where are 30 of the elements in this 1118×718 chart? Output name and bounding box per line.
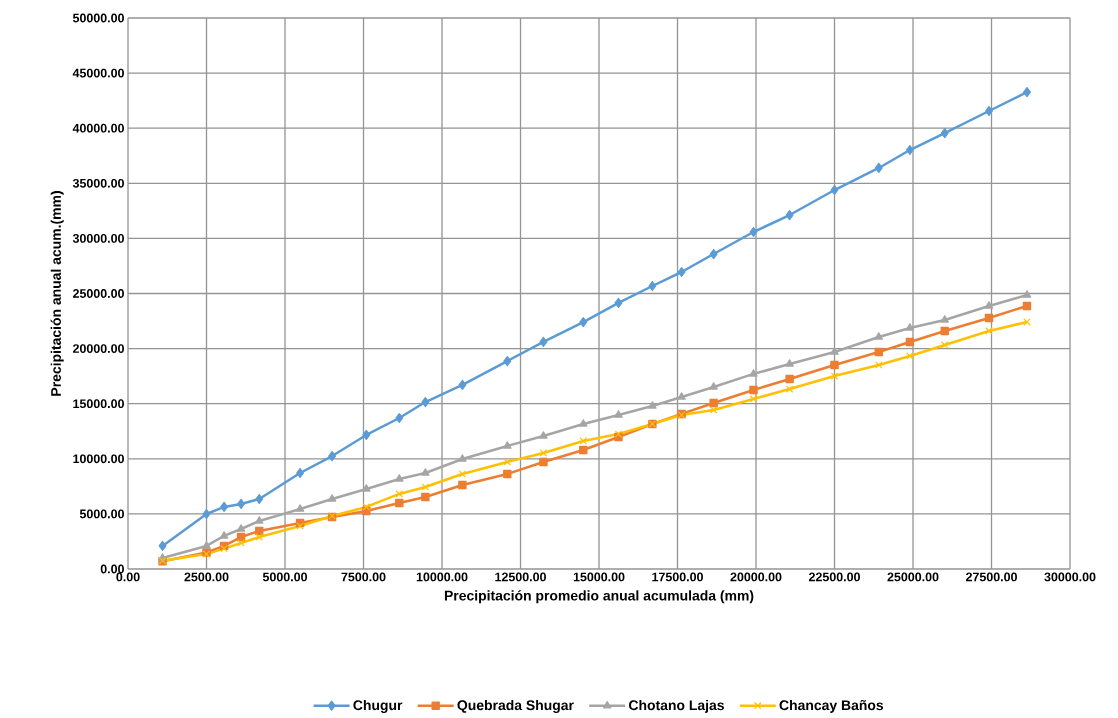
x-tick-label: 30000.00: [1044, 572, 1096, 582]
y-tick-label: 20000.00: [72, 344, 124, 353]
y-tick-label: 40000.00: [72, 123, 124, 133]
y-tick-label: 35000.00: [72, 178, 124, 188]
x-tick-label: 10000.00: [416, 572, 468, 582]
y-tick-label: 25000.00: [72, 289, 124, 298]
legend-label: Chugur: [353, 699, 403, 713]
x-tick-label: 22500.00: [808, 572, 860, 582]
x-tick-label: 12500.00: [495, 572, 546, 582]
x-tick-label: 15000.00: [573, 572, 625, 582]
y-tick-label: 15000.00: [73, 399, 124, 409]
x-tick-label: 0.00: [116, 572, 140, 582]
x-tick-label: 5000.00: [262, 572, 308, 582]
legend-label: Chancay Baños: [779, 699, 884, 713]
x-axis-title: Precipitación promedio anual acumulada (mm): [444, 590, 754, 604]
y-tick-label: 0.00: [100, 564, 124, 574]
x-tick-label: 25000.00: [887, 572, 939, 582]
y-tick-label: 5000.00: [79, 509, 124, 519]
legend-label: Chotano Lajas: [629, 699, 724, 713]
legend-label: Quebrada Shugar: [457, 699, 574, 713]
x-tick-label: 20000.00: [730, 572, 782, 582]
y-tick-label: 45000.00: [72, 68, 124, 78]
y-tick-label: 30000.00: [72, 233, 124, 243]
x-tick-label: 17500.00: [652, 572, 703, 582]
y-tick-label: 10000.00: [73, 454, 124, 464]
x-tick-label: 2500.00: [184, 572, 229, 582]
x-tick-label: 27500.00: [965, 572, 1017, 582]
x-tick-label: 7500.00: [341, 572, 386, 582]
y-tick-label: 50000.00: [72, 13, 124, 23]
y-axis-title: Precipitación anual acum.(mm): [50, 191, 64, 396]
